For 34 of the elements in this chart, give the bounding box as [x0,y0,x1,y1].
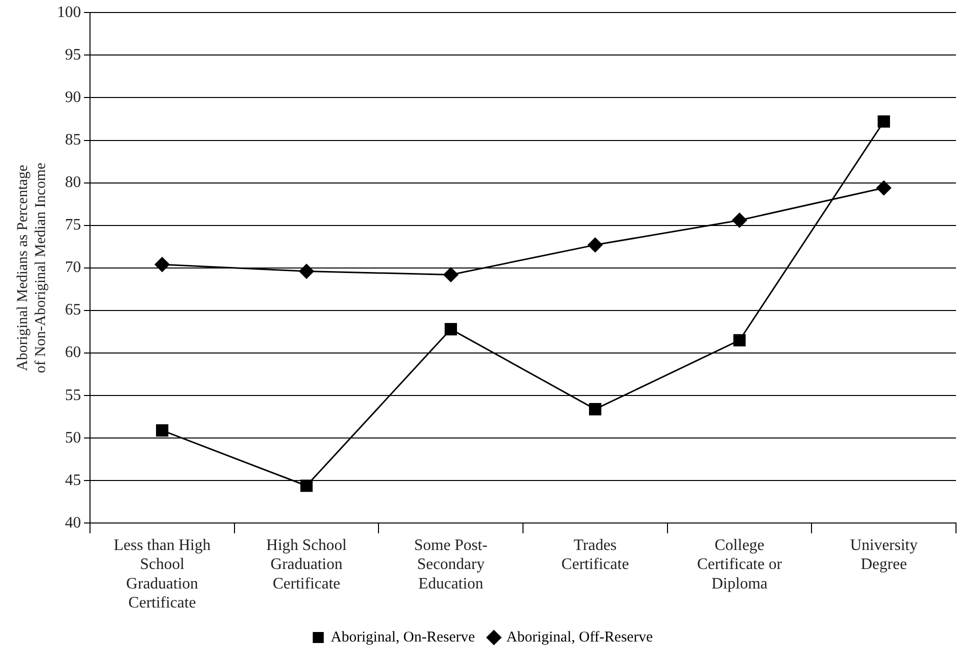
x-tick-label: Less than High School Graduation Certificate [114,537,211,612]
point [732,212,747,228]
x-tick-label: University Degree [850,537,918,574]
y-tick-label: 55 [65,386,81,404]
point [154,256,170,272]
y-tick-label: 65 [65,302,81,319]
x-tick-label: Some Post-Secondary Education [414,537,488,592]
point [444,323,457,336]
point [876,180,892,196]
point [589,403,602,416]
y-tick-label: 85 [65,131,81,148]
y-tick-label: 45 [65,472,81,489]
point [878,115,890,128]
y-tick-label: 90 [65,88,81,106]
y-tick-label: 100 [57,4,81,21]
x-tick-label: Trades Certificate [561,537,629,574]
point [443,267,458,282]
point [733,334,746,346]
y-tick-label: 95 [65,46,81,64]
legend-label: Aboriginal, Off-Reserve [506,629,654,646]
point [299,264,314,279]
y-tick-label: 60 [65,344,81,362]
y-tick-label: 80 [65,174,81,192]
y-axis-title: Aboriginal Medians as Percentage of Non-Aboriginal Median Income [14,162,49,374]
point [300,480,313,492]
point [588,237,603,252]
x-tick-label: College Certificate or Diploma [697,537,783,592]
y-tick-label: 40 [65,514,81,532]
y-tick-label: 70 [65,259,81,276]
point [156,424,168,437]
legend-label: Aboriginal, On-Reserve [330,629,476,646]
y-tick-label: 50 [65,429,81,446]
y-tick-label: 75 [65,216,81,234]
x-tick-label: High School Graduation Certificate [266,537,348,592]
